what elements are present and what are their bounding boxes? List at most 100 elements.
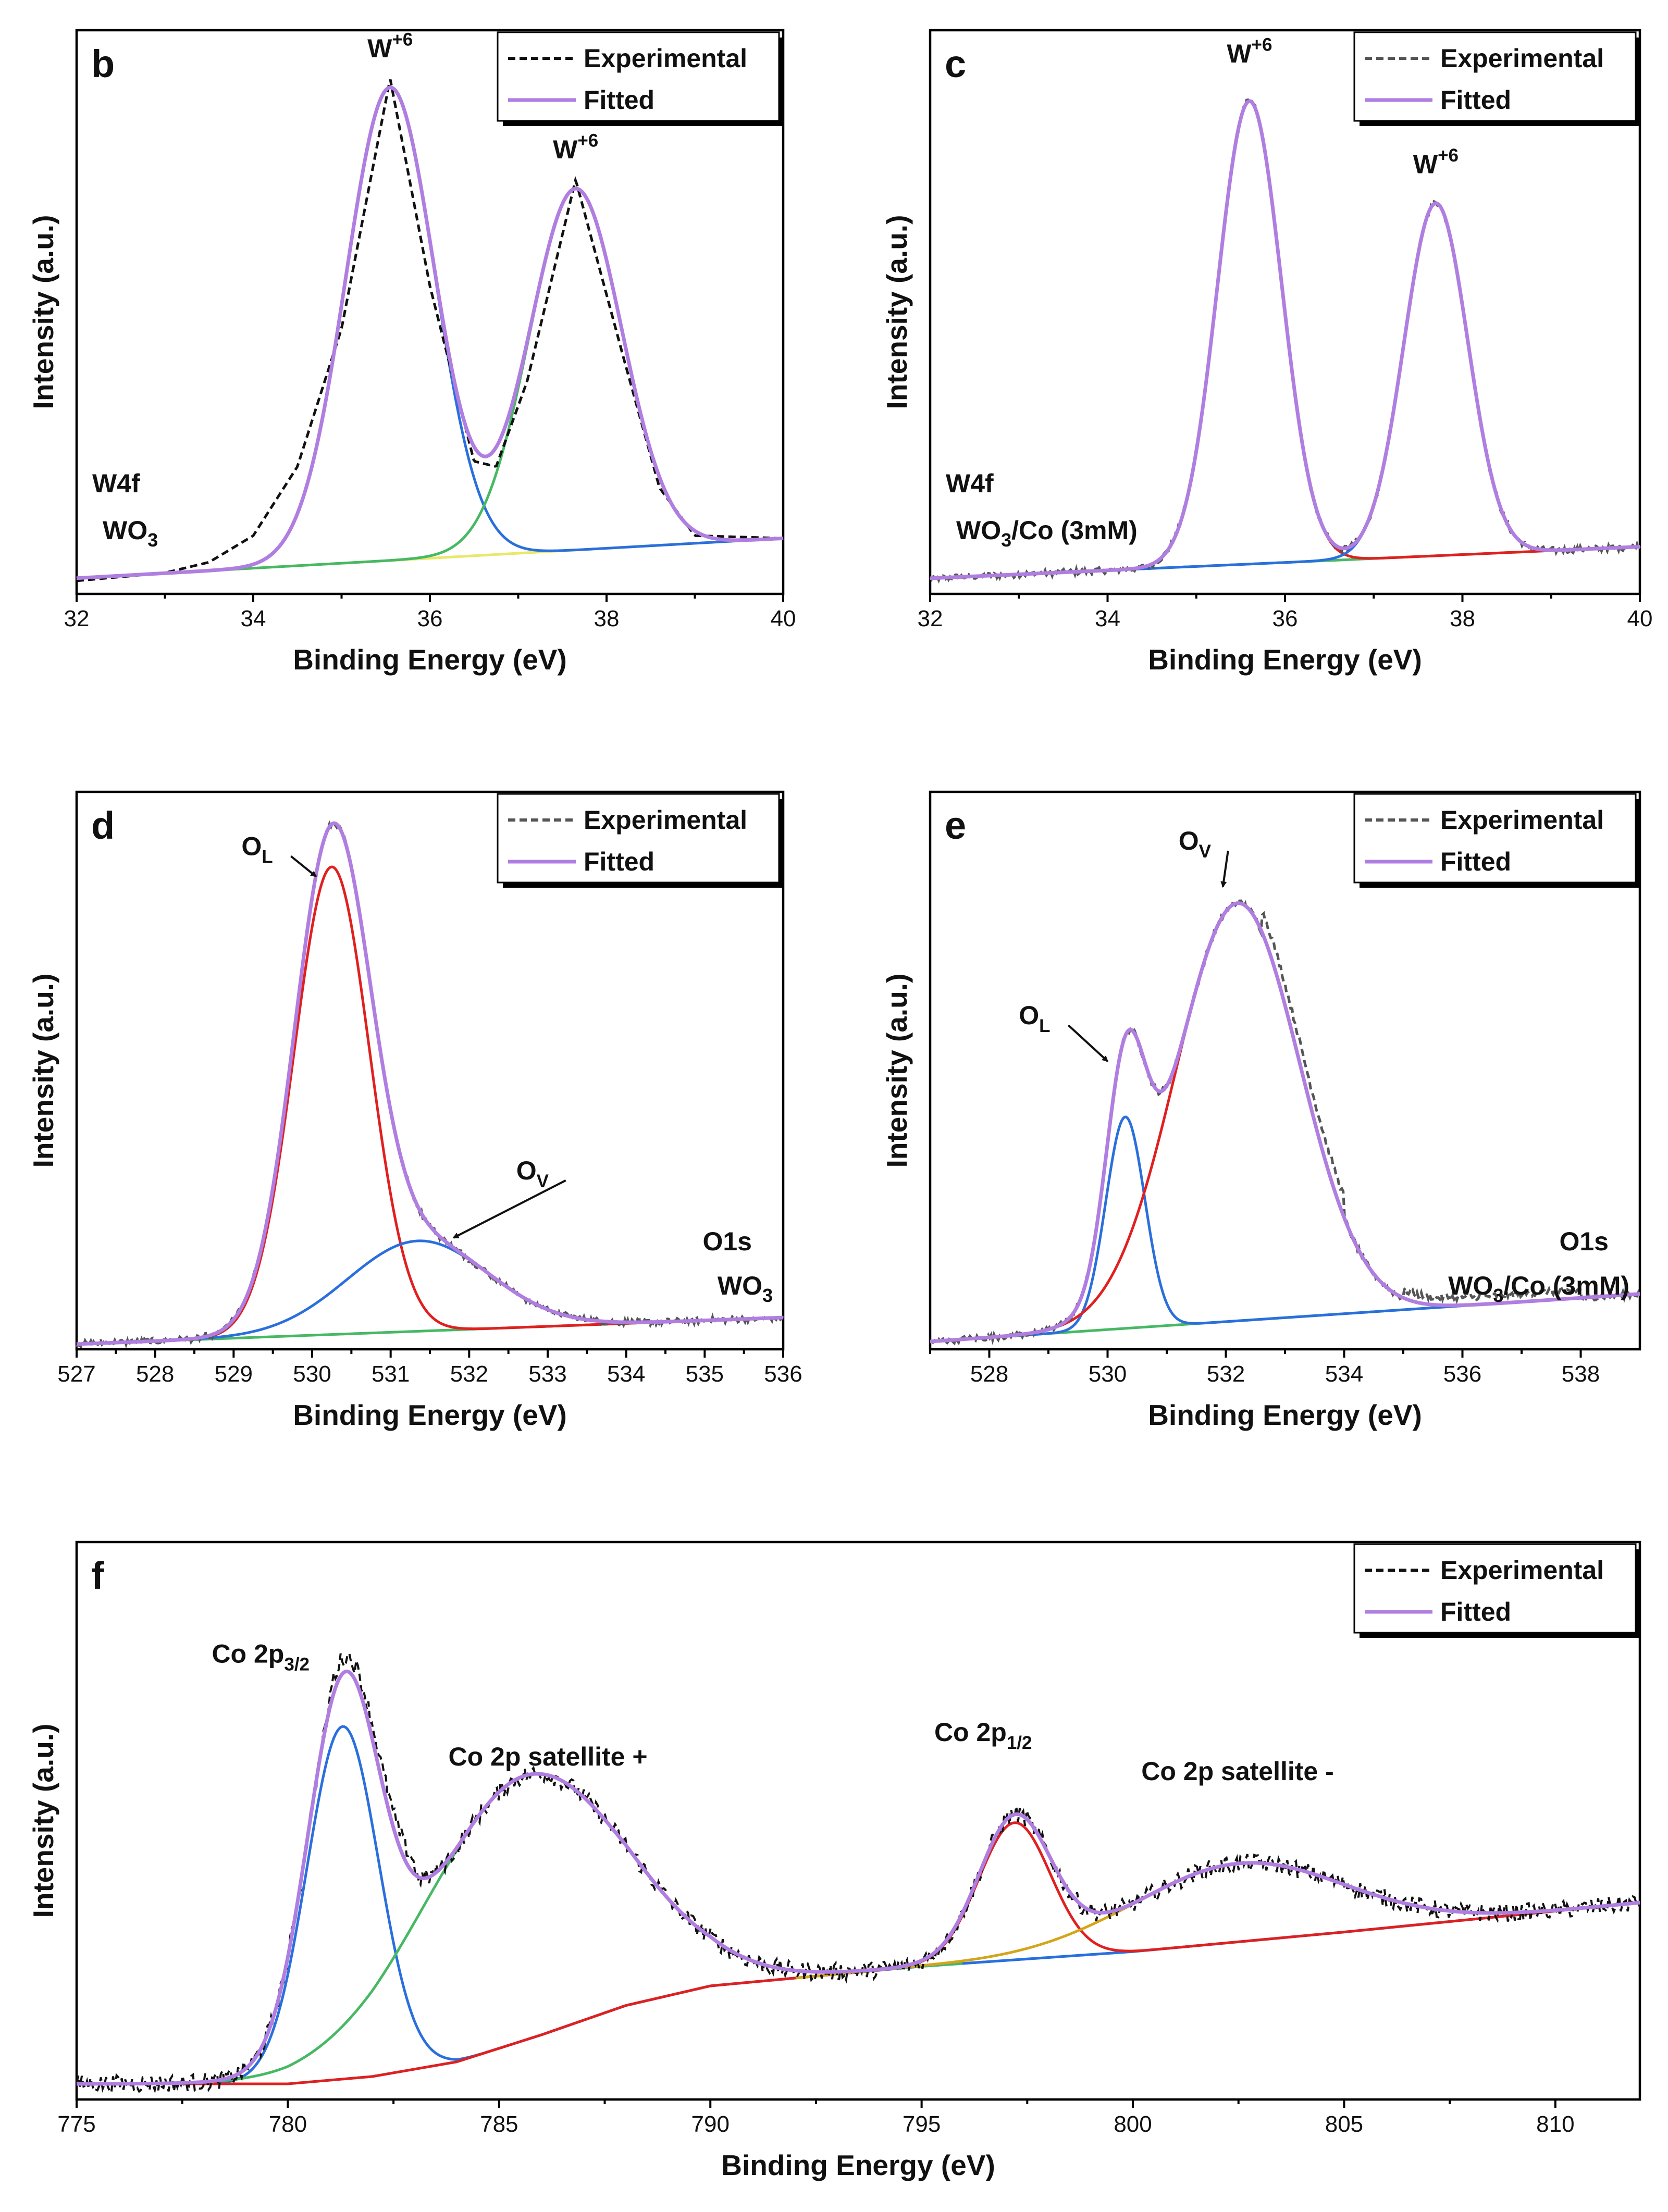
x-tick-label: 40: [1627, 606, 1653, 631]
panel-b: 32 34 36 38 40 Binding Energy (eV) Intensity (…: [27, 29, 796, 676]
panel-c: 32 34 36 38 40 Binding Energy (eV) Intensity (…: [881, 29, 1653, 676]
peak-label: OV: [516, 1156, 549, 1191]
x-tick-label: 531: [372, 1361, 410, 1387]
fitted-trace: [76, 1669, 1640, 2086]
x-tick-label: 34: [1095, 606, 1120, 631]
fitted-trace: [76, 821, 784, 1346]
sample-note: WO3/Co (3mM): [956, 516, 1138, 551]
peak-label: Co 2p1/2: [934, 1718, 1032, 1753]
experimental-trace: [929, 95, 1641, 584]
x-tick-label: 800: [1114, 2111, 1152, 2137]
component-peak-2: [76, 1772, 963, 2085]
sample-note: O1s: [702, 1227, 752, 1256]
y-axis-title: Intensity (a.u.): [881, 974, 913, 1168]
peak-label: W+6: [1413, 145, 1459, 179]
fitted-trace: [930, 99, 1640, 580]
x-tick-label: 527: [57, 1361, 95, 1387]
fitted-trace: [76, 85, 784, 580]
y-axis-title: Intensity (a.u.): [27, 1724, 59, 1918]
x-tick-label: 533: [528, 1361, 566, 1387]
x-axis-title: Binding Energy (eV): [293, 1399, 567, 1431]
legend-box: [497, 793, 780, 884]
x-axis-title: Binding Energy (eV): [1148, 1399, 1422, 1431]
experimental-trace: [76, 1651, 1641, 2095]
x-tick-label: 32: [918, 606, 943, 631]
legend-label: Fitted: [584, 847, 654, 876]
sample-note: W4f: [946, 469, 994, 498]
y-axis-title: Intensity (a.u.): [27, 974, 59, 1168]
peak-label: OL: [1019, 1001, 1050, 1036]
panel-d: 527 528 529 530 531 532 533 534 535 536 Binding En…: [27, 790, 802, 1431]
component-peak-1: [930, 100, 1640, 580]
y-axis-title: Intensity (a.u.): [881, 215, 913, 409]
peak-label: W+6: [1227, 35, 1272, 69]
x-tick-label: 535: [686, 1361, 724, 1387]
legend-box: [497, 31, 780, 122]
label-arrow: [1220, 850, 1229, 888]
x-tick-label: 532: [450, 1361, 488, 1387]
x-tick-label: 36: [1272, 606, 1298, 631]
label-arrow: [1067, 1024, 1108, 1062]
x-tick-label: 780: [269, 2111, 307, 2137]
y-axis-title: Intensity (a.u.): [27, 215, 59, 409]
component-peak-2: [76, 1239, 784, 1346]
x-tick-label: 530: [293, 1361, 331, 1387]
legend-label: Experimental: [1440, 44, 1604, 73]
x-tick-label: 534: [1325, 1361, 1363, 1387]
legend-label: Experimental: [1440, 1556, 1604, 1585]
legend-label: Fitted: [1440, 847, 1511, 876]
legend-box: [1353, 31, 1637, 122]
legend-box: [1353, 1543, 1637, 1634]
x-tick-label: 810: [1536, 2111, 1574, 2137]
x-tick-label: 785: [480, 2111, 518, 2137]
peak-label: Co 2p satellite +: [449, 1742, 648, 1771]
x-axis-title: Binding Energy (eV): [1148, 643, 1422, 676]
panel-letter: f: [91, 1554, 104, 1597]
x-tick-label: 538: [1562, 1361, 1600, 1387]
panel-f: 775 780 785 790 795 800 805 810 Binding Energy (…: [27, 1540, 1641, 2181]
x-tick-label: 529: [215, 1361, 253, 1387]
peak-label: Co 2p3/2: [212, 1639, 310, 1675]
peak-label: W+6: [367, 30, 413, 64]
panel-e: 528 530 532 534 536 538 Binding Energy (eV) Int…: [881, 790, 1641, 1431]
component-peak-1: [930, 1115, 1640, 1343]
x-tick-label: 795: [903, 2111, 941, 2137]
legend-label: Experimental: [584, 805, 747, 835]
x-axis-title: Binding Energy (eV): [293, 643, 567, 676]
peak-label: W+6: [553, 131, 598, 165]
experimental-trace: [76, 79, 784, 582]
x-tick-label: 34: [241, 606, 266, 631]
x-tick-label: 40: [771, 606, 796, 631]
panel-letter: b: [91, 42, 115, 85]
experimental-trace: [75, 818, 785, 1351]
x-tick-label: 790: [691, 2111, 730, 2137]
x-tick-label: 530: [1089, 1361, 1127, 1387]
x-axis-title: Binding Energy (eV): [721, 2149, 995, 2181]
x-tick-label: 38: [1450, 606, 1475, 631]
label-arrow: [290, 855, 317, 877]
sample-note: WO3/Co (3mM): [1448, 1271, 1629, 1306]
x-tick-label: 38: [594, 606, 620, 631]
sample-note: W4f: [92, 469, 140, 498]
fitted-trace: [930, 901, 1640, 1344]
legend-box: [1353, 793, 1637, 884]
sample-note: O1s: [1559, 1227, 1609, 1256]
label-arrow: [452, 1179, 566, 1239]
legend-label: Fitted: [584, 85, 654, 115]
peak-label: OL: [241, 832, 273, 867]
x-tick-label: 528: [136, 1361, 174, 1387]
x-tick-label: 805: [1325, 2111, 1363, 2137]
x-tick-label: 536: [764, 1361, 802, 1387]
legend-label: Fitted: [1440, 1597, 1511, 1626]
x-tick-label: 534: [607, 1361, 645, 1387]
plot-frame: [75, 1540, 1641, 2101]
component-peak-1: [76, 86, 784, 580]
sample-note: WO3: [718, 1271, 773, 1306]
x-tick-label: 32: [64, 606, 90, 631]
panel-letter: e: [945, 804, 966, 847]
background-line: [77, 1901, 1640, 2085]
component-peak-1: [76, 865, 784, 1346]
panel-letter: c: [945, 42, 966, 85]
legend-label: Experimental: [584, 44, 747, 73]
